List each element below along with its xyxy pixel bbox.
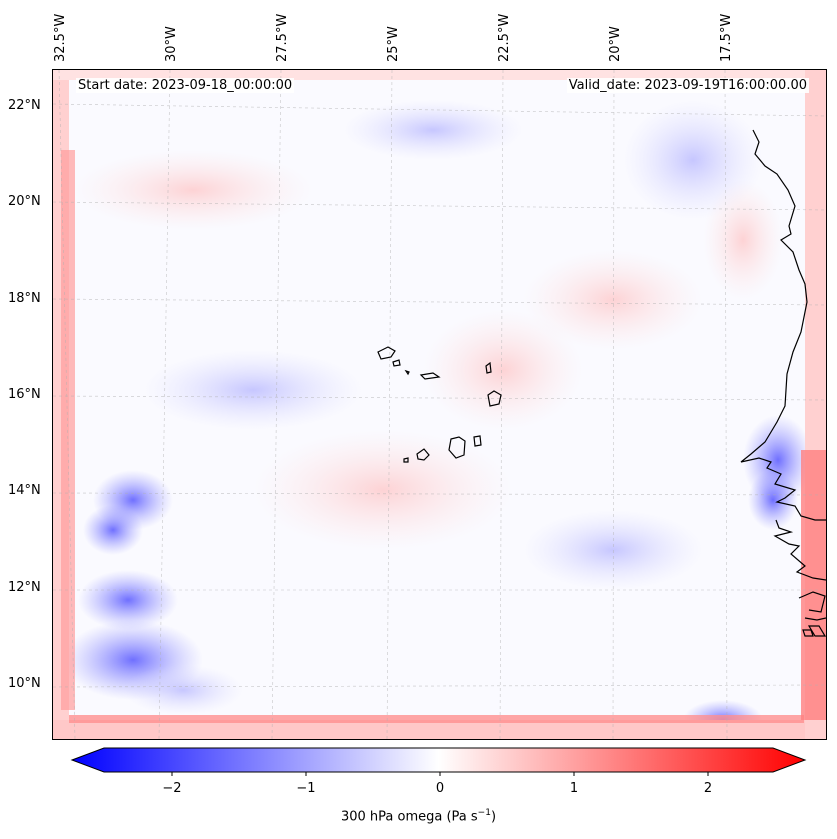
colorbar-tick-minus1: −1 [296,781,316,796]
colorbar-label-main: 300 hPa omega (Pa s [340,809,478,825]
lon-label-27-5w: 27.5°W [275,13,290,62]
lon-label-25w: 25°W [386,26,401,62]
cape-verde-islands [377,346,502,463]
colorbar-label: 300 hPa omega (Pa s−1) [0,808,837,824]
colorbar-tick-minus2: −2 [162,781,182,796]
lon-label-20w: 20°W [608,26,623,62]
lon-label-22-5w: 22.5°W [497,13,512,62]
start-date-text: Start date: 2023-09-18_00:00:00 [76,78,295,93]
map-panel[interactable] [52,69,827,740]
colorbar-tick-0: 0 [435,781,445,796]
lat-label-20n: 20°N [8,194,41,209]
valid-date-text: Valid_date: 2023-09-19T16:00:00.00 [566,78,809,93]
lon-label-30w: 30°W [164,26,179,62]
colorbar-label-end: ) [490,809,497,825]
lon-label-32-5w: 32.5°W [53,13,68,62]
lat-label-10n: 10°N [8,676,41,691]
lon-label-17-5w: 17.5°W [719,13,734,62]
lat-label-16n: 16°N [8,387,41,402]
omega-anomaly-patches [63,100,813,739]
colorbar [70,747,807,776]
colorbar-gradient [70,747,807,773]
omega-field-map [53,70,826,739]
lat-label-18n: 18°N [8,291,41,306]
lat-label-22n: 22°N [8,98,41,113]
colorbar-label-exponent: −1 [477,808,491,818]
colorbar-tick-2: 2 [703,781,713,796]
west-africa-coastline [740,129,826,637]
colorbar-tick-1: 1 [569,781,579,796]
graticule [53,70,826,739]
lat-label-12n: 12°N [8,580,41,595]
lat-label-14n: 14°N [8,483,41,498]
colorbar-ticks [171,772,709,776]
